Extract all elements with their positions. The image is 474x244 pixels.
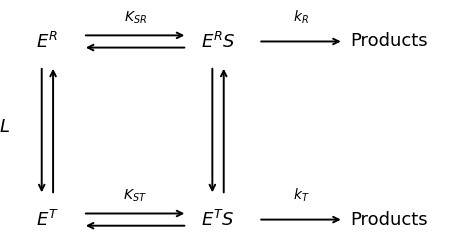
Text: $E^R$: $E^R$ [36, 31, 58, 51]
Text: $k_T$: $k_T$ [292, 186, 310, 204]
Text: $K_{SR}$: $K_{SR}$ [124, 9, 146, 26]
Text: Products: Products [350, 32, 428, 51]
Text: $E^T$: $E^T$ [36, 210, 59, 230]
Text: $k_R$: $k_R$ [293, 8, 309, 26]
Text: Products: Products [350, 211, 428, 229]
Text: $L$: $L$ [0, 118, 10, 136]
Text: $E^RS$: $E^RS$ [201, 31, 236, 51]
Text: $K_{ST}$: $K_{ST}$ [123, 187, 147, 204]
Text: $E^TS$: $E^TS$ [201, 210, 235, 230]
